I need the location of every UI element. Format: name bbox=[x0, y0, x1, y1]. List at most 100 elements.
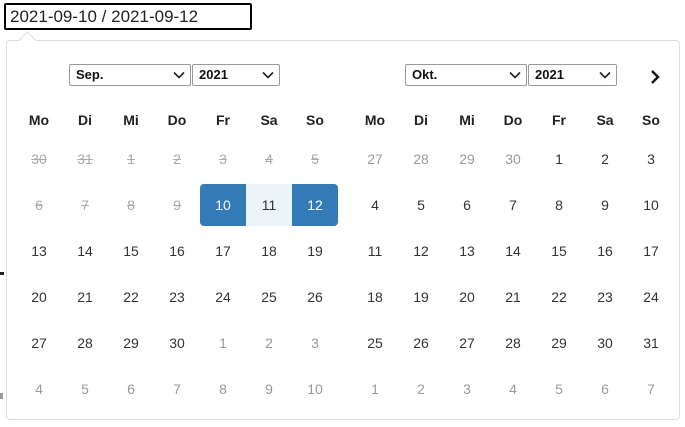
day-cell[interactable]: 24 bbox=[215, 289, 231, 305]
weekday-label: Mi bbox=[123, 112, 139, 128]
chevron-right-icon bbox=[651, 70, 660, 84]
day-cell[interactable]: 14 bbox=[77, 243, 93, 259]
day-cell[interactable]: 30 bbox=[169, 335, 185, 351]
day-cell[interactable]: 10 bbox=[643, 197, 659, 213]
day-cell[interactable]: 2 bbox=[601, 151, 609, 167]
weekday-label: Di bbox=[78, 112, 92, 128]
day-cell[interactable]: 20 bbox=[31, 289, 47, 305]
day-cell[interactable]: 3 bbox=[311, 335, 319, 351]
background-edge-mark bbox=[0, 393, 3, 399]
day-cell[interactable]: 6 bbox=[601, 381, 609, 397]
day-cell[interactable]: 29 bbox=[459, 151, 475, 167]
weekday-label: So bbox=[306, 112, 324, 128]
day-cell[interactable]: 13 bbox=[459, 243, 475, 259]
day-cell-range-start[interactable]: 10 bbox=[200, 184, 246, 226]
day-cell[interactable]: 24 bbox=[643, 289, 659, 305]
day-cell[interactable]: 25 bbox=[367, 335, 383, 351]
day-cell[interactable]: 12 bbox=[413, 243, 429, 259]
day-cell[interactable]: 18 bbox=[261, 243, 277, 259]
day-cell[interactable]: 26 bbox=[413, 335, 429, 351]
day-cell-disabled: 3 bbox=[219, 151, 227, 167]
date-range-input[interactable] bbox=[4, 3, 252, 30]
day-cell[interactable]: 4 bbox=[371, 197, 379, 213]
day-cell[interactable]: 1 bbox=[555, 151, 563, 167]
day-cell[interactable]: 16 bbox=[597, 243, 613, 259]
day-cell[interactable]: 7 bbox=[509, 197, 517, 213]
day-cell[interactable]: 18 bbox=[367, 289, 383, 305]
day-cell[interactable]: 19 bbox=[307, 243, 323, 259]
background-edge-mark bbox=[0, 272, 4, 275]
day-cell[interactable]: 7 bbox=[173, 381, 181, 397]
weekday-label: Fr bbox=[216, 112, 230, 128]
day-cell[interactable]: 3 bbox=[463, 381, 471, 397]
day-cell[interactable]: 29 bbox=[123, 335, 139, 351]
day-cell[interactable]: 9 bbox=[265, 381, 273, 397]
right-year-value: 2021 bbox=[535, 67, 564, 82]
day-cell[interactable]: 8 bbox=[555, 197, 563, 213]
day-cell[interactable]: 14 bbox=[505, 243, 521, 259]
day-cell[interactable]: 13 bbox=[31, 243, 47, 259]
day-cell[interactable]: 22 bbox=[551, 289, 567, 305]
day-cell[interactable]: 5 bbox=[555, 381, 563, 397]
day-cell[interactable]: 19 bbox=[413, 289, 429, 305]
day-cell[interactable]: 20 bbox=[459, 289, 475, 305]
day-cell[interactable]: 11 bbox=[367, 243, 383, 259]
left-year-select[interactable]: 2021 bbox=[192, 64, 280, 86]
day-cell[interactable]: 15 bbox=[123, 243, 139, 259]
day-cell[interactable]: 9 bbox=[601, 197, 609, 213]
day-cell-disabled: 8 bbox=[127, 197, 135, 213]
day-cell[interactable]: 6 bbox=[127, 381, 135, 397]
left-month-select[interactable]: Sep. bbox=[69, 64, 191, 86]
day-cell[interactable]: 26 bbox=[307, 289, 323, 305]
day-cell-disabled: 1 bbox=[127, 151, 135, 167]
day-cell-in-range[interactable]: 11 bbox=[246, 184, 292, 226]
day-cell[interactable]: 25 bbox=[261, 289, 277, 305]
chevron-down-icon bbox=[509, 71, 521, 79]
day-cell[interactable]: 4 bbox=[509, 381, 517, 397]
weekday-label: Mo bbox=[364, 112, 386, 128]
day-cell[interactable]: 17 bbox=[643, 243, 659, 259]
day-cell[interactable]: 1 bbox=[219, 335, 227, 351]
calendar-october: Mo Di Mi Do Fr Sa So 27 28 29 30 1 2 3 4 5 6 7 8 9 10 11 12 13… bbox=[352, 105, 674, 412]
day-cell-disabled: 2 bbox=[173, 151, 181, 167]
day-cell[interactable]: 28 bbox=[77, 335, 93, 351]
day-cell[interactable]: 27 bbox=[367, 151, 383, 167]
day-cell[interactable]: 6 bbox=[463, 197, 471, 213]
day-grid: 30 31 1 2 3 4 5 6 7 8 9 10 11 12 13 14 15 16 17 18 19 20 21 22 2… bbox=[16, 136, 338, 412]
right-month-select[interactable]: Okt. bbox=[405, 64, 527, 86]
day-cell[interactable]: 27 bbox=[31, 335, 47, 351]
day-cell[interactable]: 8 bbox=[219, 381, 227, 397]
right-year-select[interactable]: 2021 bbox=[528, 64, 617, 86]
day-cell[interactable]: 30 bbox=[505, 151, 521, 167]
day-cell[interactable]: 16 bbox=[169, 243, 185, 259]
day-cell-disabled: 9 bbox=[173, 197, 181, 213]
day-cell[interactable]: 5 bbox=[417, 197, 425, 213]
day-cell[interactable]: 21 bbox=[77, 289, 93, 305]
day-cell[interactable]: 28 bbox=[413, 151, 429, 167]
day-cell[interactable]: 1 bbox=[371, 381, 379, 397]
day-cell[interactable]: 23 bbox=[169, 289, 185, 305]
day-cell[interactable]: 2 bbox=[417, 381, 425, 397]
right-month-value: Okt. bbox=[412, 67, 438, 82]
next-month-button[interactable] bbox=[643, 65, 667, 89]
day-cell[interactable]: 5 bbox=[81, 381, 89, 397]
day-cell[interactable]: 17 bbox=[215, 243, 231, 259]
day-cell[interactable]: 30 bbox=[597, 335, 613, 351]
day-cell[interactable]: 23 bbox=[597, 289, 613, 305]
day-cell[interactable]: 10 bbox=[307, 381, 323, 397]
day-cell[interactable]: 22 bbox=[123, 289, 139, 305]
day-cell[interactable]: 28 bbox=[505, 335, 521, 351]
day-cell[interactable]: 4 bbox=[35, 381, 43, 397]
day-cell[interactable]: 7 bbox=[647, 381, 655, 397]
weekday-label: Sa bbox=[260, 112, 278, 128]
day-cell[interactable]: 29 bbox=[551, 335, 567, 351]
day-cell[interactable]: 27 bbox=[459, 335, 475, 351]
day-cell[interactable]: 31 bbox=[643, 335, 659, 351]
weekday-label: Do bbox=[503, 112, 523, 128]
calendar-september: Mo Di Mi Do Fr Sa So 30 31 1 2 3 4 5 6 7 8 9 10 11 12 13 14 15… bbox=[16, 105, 338, 412]
day-cell[interactable]: 21 bbox=[505, 289, 521, 305]
day-cell-range-end[interactable]: 12 bbox=[292, 184, 338, 226]
day-cell[interactable]: 2 bbox=[265, 335, 273, 351]
day-cell[interactable]: 15 bbox=[551, 243, 567, 259]
day-cell[interactable]: 3 bbox=[647, 151, 655, 167]
